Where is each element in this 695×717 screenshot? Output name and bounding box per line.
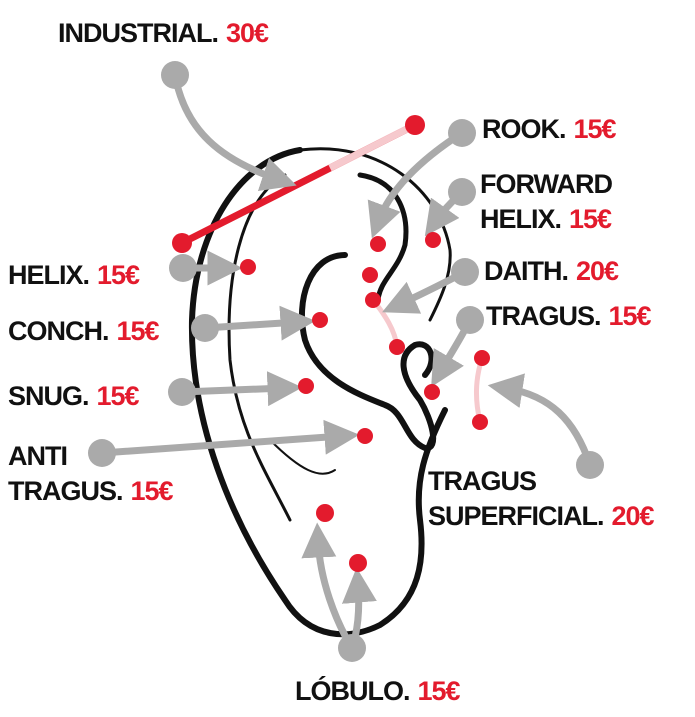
piercing-label: INDUSTRIAL. 30€ xyxy=(58,18,269,48)
ear-piercing-diagram: INDUSTRIAL.30€ROOK.15€FORWARDHELIX.15€DA… xyxy=(0,0,695,717)
piercing-name: DAITH. xyxy=(484,256,568,286)
piercing-name: TRAGUS. xyxy=(8,476,123,506)
piercing-name: CONCH. xyxy=(8,316,109,346)
label-line: TRAGUS xyxy=(428,466,536,496)
label-line: ROOK. 15€ xyxy=(482,114,617,144)
piercing-label: CONCH. 15€ xyxy=(8,316,160,346)
label-line: FORWARD xyxy=(480,169,612,199)
piercing-label: HELIX. 15€ xyxy=(8,260,140,290)
piercing-price: 15€ xyxy=(569,204,612,234)
label-line: TRAGUS. 15€ xyxy=(486,301,652,331)
piercing-name: FORWARD xyxy=(480,169,612,199)
label-line: LÓBULO. 15€ xyxy=(295,675,461,706)
piercing-label: SNUG. 15€ xyxy=(8,381,140,411)
piercing-label: FORWARD HELIX. 15€ xyxy=(480,169,612,234)
piercing-price: 15€ xyxy=(97,381,140,411)
piercing-name: HELIX. xyxy=(8,260,89,290)
piercing-name: LÓBULO. xyxy=(295,675,410,706)
label-line: HELIX. 15€ xyxy=(8,260,140,290)
label-line: DAITH. 20€ xyxy=(484,256,619,286)
piercing-name: ANTI xyxy=(8,441,67,471)
label-line: HELIX. 15€ xyxy=(480,204,612,234)
industrial-bar-back xyxy=(330,125,415,168)
piercing-label: LÓBULO. 15€ xyxy=(295,675,461,706)
label-line: ANTI xyxy=(8,441,67,471)
piercing-price: 15€ xyxy=(117,316,160,346)
piercing-price: 20€ xyxy=(576,256,619,286)
piercing-price: 20€ xyxy=(612,501,655,531)
piercing-label: ROOK. 15€ xyxy=(482,114,617,144)
piercing-price: 15€ xyxy=(131,476,174,506)
surface-bar xyxy=(476,358,482,422)
piercing-price: 15€ xyxy=(418,676,461,706)
label-line: SUPERFICIAL. 20€ xyxy=(428,501,655,531)
piercing-price: 15€ xyxy=(574,114,617,144)
label-line: CONCH. 15€ xyxy=(8,316,160,346)
piercing-name: HELIX. xyxy=(480,204,561,234)
label-line: SNUG. 15€ xyxy=(8,381,140,411)
piercing-label: TRAGUS SUPERFICIAL. 20€ xyxy=(428,466,655,531)
label-line: INDUSTRIAL. 30€ xyxy=(58,18,269,48)
piercing-price: 30€ xyxy=(226,18,269,48)
piercing-label: DAITH. 20€ xyxy=(484,256,619,286)
piercing-price: 15€ xyxy=(97,260,140,290)
piercing-label: TRAGUS. 15€ xyxy=(486,301,652,331)
piercing-name: SUPERFICIAL. xyxy=(428,501,604,531)
piercing-name: SNUG. xyxy=(8,381,89,411)
piercing-price: 15€ xyxy=(609,301,652,331)
piercing-name: TRAGUS. xyxy=(486,301,601,331)
piercing-name: ROOK. xyxy=(482,114,566,144)
piercing-name: TRAGUS xyxy=(428,466,536,496)
label-line: TRAGUS. 15€ xyxy=(8,476,174,506)
piercing-name: INDUSTRIAL. xyxy=(58,18,218,48)
